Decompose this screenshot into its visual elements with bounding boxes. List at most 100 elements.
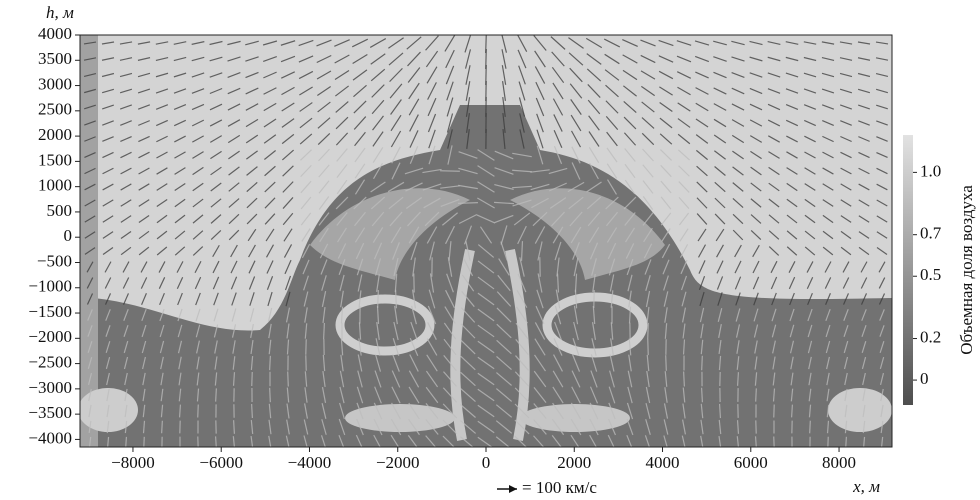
flow-dash <box>267 307 273 323</box>
flow-dash <box>447 129 453 149</box>
flow-dash <box>228 150 240 160</box>
flow-dash <box>640 70 656 80</box>
flow-dash <box>752 276 760 290</box>
flow-dash <box>102 151 114 159</box>
flow-dash <box>142 404 146 418</box>
flow-dash <box>138 151 150 159</box>
flow-dash <box>161 420 163 434</box>
flow-dash <box>515 338 529 356</box>
flow-dash <box>390 434 400 447</box>
flow-dash <box>394 305 398 325</box>
flow-dash <box>318 148 330 162</box>
flow-dash <box>477 308 495 322</box>
flow-dash <box>516 290 528 308</box>
flow-dash <box>407 211 421 227</box>
flow-dash <box>105 340 111 354</box>
flow-dash <box>88 420 92 434</box>
flow-dash <box>246 181 258 193</box>
flow-dash <box>876 167 888 175</box>
flow-dash <box>573 305 579 325</box>
flow-dash <box>767 72 781 78</box>
y-tick-label: −2000 <box>28 327 72 346</box>
flow-dash <box>589 386 599 404</box>
flow-dash <box>786 230 798 240</box>
flow-dash <box>840 246 852 256</box>
flow-dash <box>477 404 495 418</box>
flow-dash <box>245 103 259 111</box>
flow-dash <box>316 54 332 64</box>
flow-dash <box>552 386 564 404</box>
flow-dash <box>282 212 294 226</box>
flow-dash <box>804 198 816 208</box>
flow-dash <box>731 72 745 78</box>
flow-dash <box>299 86 313 96</box>
flow-dash <box>84 136 96 142</box>
flow-dash <box>444 35 456 52</box>
flow-dash <box>549 182 567 192</box>
flow-dash <box>533 419 547 435</box>
flow-dash <box>803 88 817 94</box>
flow-dash <box>641 101 655 113</box>
flow-dash <box>808 404 812 418</box>
flow-dash <box>156 183 168 191</box>
flow-dash <box>195 324 201 338</box>
flow-dash <box>519 257 525 277</box>
flow-dash <box>495 388 513 402</box>
flow-dash <box>591 258 597 276</box>
flow-dash <box>477 149 495 161</box>
flow-dash <box>517 49 527 69</box>
flow-dash <box>750 166 762 176</box>
y-tick-label: −1500 <box>28 302 72 321</box>
flow-dash <box>534 322 546 340</box>
flow-dash <box>250 355 254 371</box>
flow-dash <box>790 372 794 386</box>
flow-dash <box>155 104 169 110</box>
flow-dash <box>606 131 618 147</box>
flow-dash <box>767 56 781 62</box>
flow-dash <box>465 65 471 85</box>
flow-dash <box>605 84 619 98</box>
flow-dash <box>321 403 327 419</box>
flow-dash <box>102 199 114 207</box>
flow-dash <box>736 340 740 354</box>
flow-dash <box>138 214 150 224</box>
flow-dash <box>464 35 472 53</box>
flow-dash <box>736 436 740 447</box>
flow-dash <box>177 340 183 354</box>
flow-dash <box>317 132 331 146</box>
flow-dash <box>861 340 867 354</box>
flow-dash <box>88 404 92 418</box>
flow-dash <box>232 372 236 386</box>
flow-dash <box>425 435 437 447</box>
flow-dash <box>334 69 350 81</box>
flow-dash <box>353 100 367 114</box>
flow-dash <box>821 72 835 78</box>
flow-dash <box>592 273 596 293</box>
flow-dash <box>660 149 672 161</box>
flow-dash <box>422 183 442 191</box>
flow-dash <box>477 165 495 177</box>
flow-dash <box>858 104 870 110</box>
flow-dash <box>678 196 690 210</box>
flow-dash <box>461 290 475 308</box>
flow-dash <box>736 356 740 370</box>
flow-dash <box>426 338 438 356</box>
flow-dash <box>191 119 205 127</box>
flow-dash <box>246 166 258 176</box>
flow-dash <box>607 434 615 447</box>
flow-dash <box>772 372 776 386</box>
flow-dash <box>232 356 236 370</box>
flow-dash <box>677 133 691 145</box>
flow-dash <box>389 67 403 83</box>
flow-dash <box>822 135 834 143</box>
flow-dash <box>282 181 294 193</box>
flow-dash <box>322 306 326 324</box>
flow-dash <box>534 338 546 356</box>
flow-dash <box>879 372 885 386</box>
flow-dash <box>101 57 115 61</box>
flow-dash <box>191 56 205 62</box>
flow-dash <box>808 372 812 386</box>
flow-dash <box>83 57 97 61</box>
flow-dash <box>789 340 795 354</box>
flow-dash <box>767 119 781 127</box>
